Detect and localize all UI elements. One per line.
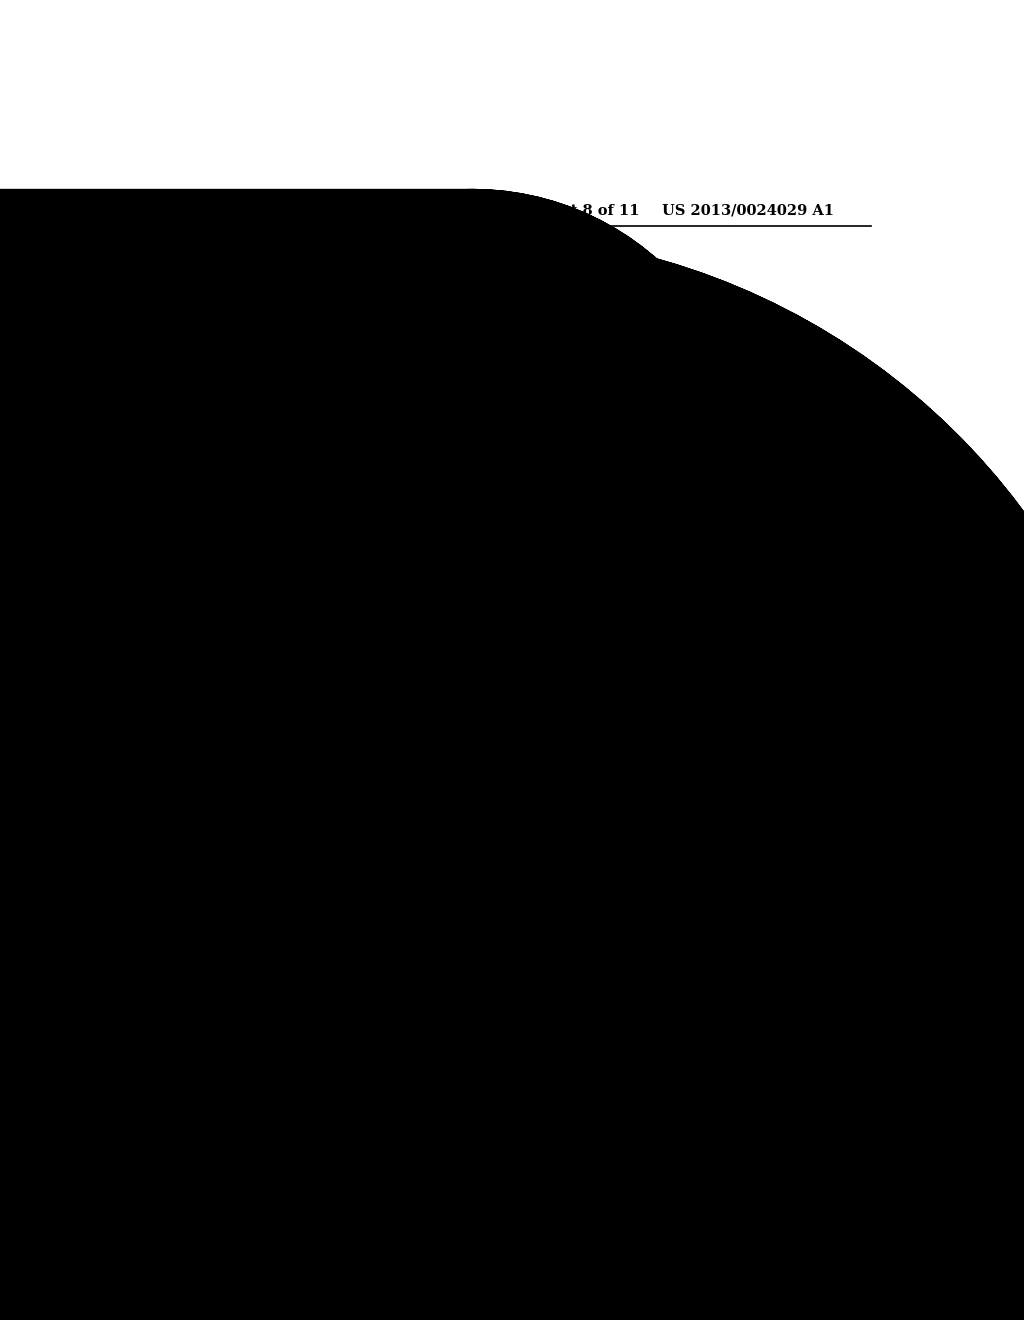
- Text: ACTUATOR: ACTUATOR: [515, 917, 597, 932]
- Polygon shape: [229, 301, 262, 363]
- Polygon shape: [282, 301, 349, 351]
- Text: 1112: 1112: [396, 454, 435, 470]
- Text: 1100: 1100: [400, 323, 438, 338]
- Text: 1114: 1114: [537, 906, 575, 920]
- Text: FIG. 12A: FIG. 12A: [337, 598, 401, 612]
- Bar: [361, 301, 477, 397]
- Text: 1112: 1112: [396, 906, 435, 920]
- Text: OCCUPANCY: OCCUPANCY: [521, 825, 607, 838]
- Bar: [500, 890, 611, 948]
- Text: ACTUATOR: ACTUATOR: [515, 467, 597, 482]
- Bar: [639, 293, 679, 554]
- Text: FIG. 12B: FIG. 12B: [337, 1040, 401, 1055]
- Text: Zigbee: Zigbee: [393, 347, 445, 363]
- Text: 1111: 1111: [300, 317, 331, 330]
- Text: AR
1000: AR 1000: [640, 857, 678, 892]
- Polygon shape: [252, 701, 279, 751]
- Text: DRIVER: DRIVER: [387, 917, 444, 932]
- Polygon shape: [229, 682, 265, 747]
- Bar: [639, 743, 679, 1006]
- Text: AR
1000: AR 1000: [640, 407, 678, 441]
- Text: CPU/ROM/RAM: CPU/ROM/RAM: [364, 810, 474, 825]
- Text: Patent Application Publication: Patent Application Publication: [194, 203, 445, 218]
- Text: SENSOR 1130: SENSOR 1130: [516, 813, 612, 828]
- Text: Transceiver: Transceiver: [376, 785, 463, 801]
- Text: DRIVER: DRIVER: [387, 467, 444, 482]
- Text: CPU/ROM/RAM: CPU/ROM/RAM: [364, 360, 474, 375]
- Bar: [361, 440, 469, 498]
- Bar: [500, 440, 611, 498]
- Bar: [506, 804, 622, 849]
- Bar: [361, 890, 469, 948]
- Polygon shape: [295, 737, 348, 781]
- Text: TEMPERATURE: TEMPERATURE: [514, 772, 614, 787]
- Text: Zigbee: Zigbee: [393, 799, 445, 813]
- Text: 1100: 1100: [400, 774, 438, 788]
- Text: 1114: 1114: [537, 454, 575, 470]
- Text: Transceiver: Transceiver: [376, 335, 463, 350]
- Text: SENSOR 1140: SENSOR 1140: [516, 762, 612, 775]
- Text: Jan. 24, 2013  Sheet 8 of 11: Jan. 24, 2013 Sheet 8 of 11: [412, 203, 639, 218]
- Bar: [506, 751, 622, 796]
- Polygon shape: [249, 318, 273, 367]
- Bar: [361, 751, 477, 847]
- Text: US 2013/0024029 A1: US 2013/0024029 A1: [662, 203, 834, 218]
